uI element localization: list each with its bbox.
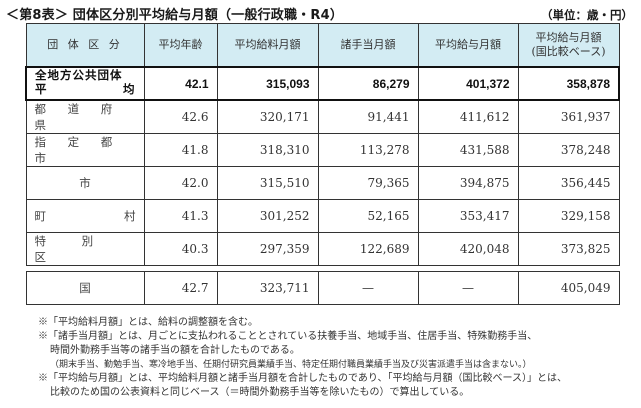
cell-allowances: 79,365 [317, 166, 419, 200]
table-row: 都 道 府 県 42.6 320,171 91,441 411,612 361,… [25, 99, 620, 134]
cell-base-salary: 315,510 [216, 166, 319, 200]
row-separator [26, 265, 619, 272]
cell-base-salary: 301,252 [216, 199, 319, 233]
row-label: 指 定 都 市 [25, 133, 145, 167]
cell-national-basis: 329,158 [517, 199, 620, 233]
cell-avg-salary: — [417, 271, 519, 305]
cell-avg-age: 42.6 [143, 99, 218, 134]
header-avg-salary-national-basis: 平均給与月額 (国比較ベース) [517, 23, 620, 68]
header-avg-salary: 平均給与月額 [417, 23, 519, 68]
cell-allowances: 91,441 [317, 99, 419, 134]
cell-base-salary: 318,310 [216, 133, 319, 167]
note-2: ※「諸手当月額」とは、月ごとに支払われることとされている扶養手当、地域手当、住居… [38, 331, 538, 342]
cell-national-basis: 378,248 [517, 133, 620, 167]
cell-avg-age: 42.7 [143, 271, 218, 305]
cell-national-basis: 373,825 [517, 232, 620, 266]
row-label: 都 道 府 県 [25, 99, 145, 134]
note-2-cont: 時間外勤務手当等の諸手当の額を合計したものである。 [50, 345, 300, 356]
table-row: 特 別 区 40.3 297,359 122,689 420,048 373,8… [25, 232, 620, 266]
note-2-paren: （期末手当、勤勉手当、寒冷地手当、任期付研究員業績手当、特定任期付職員業績手当及… [50, 360, 532, 370]
cell-avg-age: 40.3 [143, 232, 218, 266]
cell-avg-salary: 411,612 [417, 99, 519, 134]
table-row-total: 全地方公共団体 平 均 42.1 315,093 86,279 401,372 3… [25, 66, 620, 101]
row-label-left: 町 [34, 209, 47, 223]
cell-national-basis: 405,049 [517, 271, 620, 305]
row-label-right: 村 [124, 209, 136, 223]
row-label-line1: 全地方公共団体 [35, 70, 123, 83]
row-label: 全地方公共団体 平 均 [25, 66, 145, 101]
unit-label: （単位：歳・円） [541, 8, 633, 22]
table-row: 町村 41.3 301,252 52,165 353,417 329,158 [25, 199, 620, 233]
cell-avg-salary: 394,875 [417, 166, 519, 200]
cell-allowances: 113,278 [317, 133, 419, 167]
note-3: ※「平均給与月額」とは、平均給料月額と諸手当月額を合計したものであり、「平均給与… [38, 373, 567, 384]
cell-allowances: 52,165 [317, 199, 419, 233]
cell-base-salary: 320,171 [216, 99, 319, 134]
cell-allowances: 86,279 [317, 66, 419, 101]
table-row: 市 42.0 315,510 79,365 394,875 356,445 [25, 166, 620, 200]
cell-avg-salary: 401,372 [417, 66, 519, 101]
header-row: 団 体 区 分 平均年齢 平均給料月額 諸手当月額 平均給与月額 平均給与月額 … [25, 23, 620, 68]
header-group: 団 体 区 分 [25, 23, 145, 68]
cell-avg-age: 41.3 [143, 199, 218, 233]
cell-national-basis: 356,445 [517, 166, 620, 200]
row-label: 市 [25, 166, 145, 200]
header-avg-age: 平均年齢 [143, 23, 218, 68]
table-title: ＜第8表＞ 団体区分別平均給与月額（一般行政職・R4） [6, 8, 344, 23]
table-row: 指 定 都 市 41.8 318,310 113,278 431,588 378… [25, 133, 620, 167]
cell-avg-age: 41.8 [143, 133, 218, 167]
row-label: 町村 [25, 199, 145, 233]
separator-cell [26, 265, 619, 272]
row-label-right: 均 [123, 83, 136, 96]
row-label-left: 平 [35, 83, 48, 96]
cell-base-salary: 297,359 [216, 232, 319, 266]
cell-national-basis: 361,937 [517, 99, 620, 134]
row-label: 国 [25, 271, 145, 305]
salary-table: 団 体 区 分 平均年齢 平均給料月額 諸手当月額 平均給与月額 平均給与月額 … [25, 23, 620, 305]
cell-avg-salary: 353,417 [417, 199, 519, 233]
cell-avg-age: 42.0 [143, 166, 218, 200]
header-line1: 平均給与月額 [535, 30, 602, 44]
cell-avg-salary: 420,048 [417, 232, 519, 266]
cell-avg-age: 42.1 [143, 66, 218, 101]
note-3-cont: 比較のため国の公表資料と同じベース（＝時間外勤務手当等を除いたもの）で算出してい… [50, 387, 470, 398]
cell-allowances: — [317, 271, 419, 305]
header-line2: (国比較ベース) [531, 45, 606, 58]
table-row-national: 国 42.7 323,711 — — 405,049 [25, 271, 620, 305]
header-avg-base-salary: 平均給料月額 [216, 23, 319, 68]
row-label: 特 別 区 [25, 232, 145, 266]
cell-national-basis: 358,878 [517, 66, 620, 101]
cell-base-salary: 315,093 [216, 66, 319, 101]
note-1: ※「平均給料月額」とは、給料の調整額を含む。 [38, 317, 258, 328]
cell-base-salary: 323,711 [216, 271, 319, 305]
cell-avg-salary: 431,588 [417, 133, 519, 167]
header-allowances: 諸手当月額 [317, 23, 419, 68]
footnotes: ※「平均給料月額」とは、給料の調整額を含む。 ※「諸手当月額」とは、月ごとに支払… [38, 316, 567, 400]
cell-allowances: 122,689 [317, 232, 419, 266]
